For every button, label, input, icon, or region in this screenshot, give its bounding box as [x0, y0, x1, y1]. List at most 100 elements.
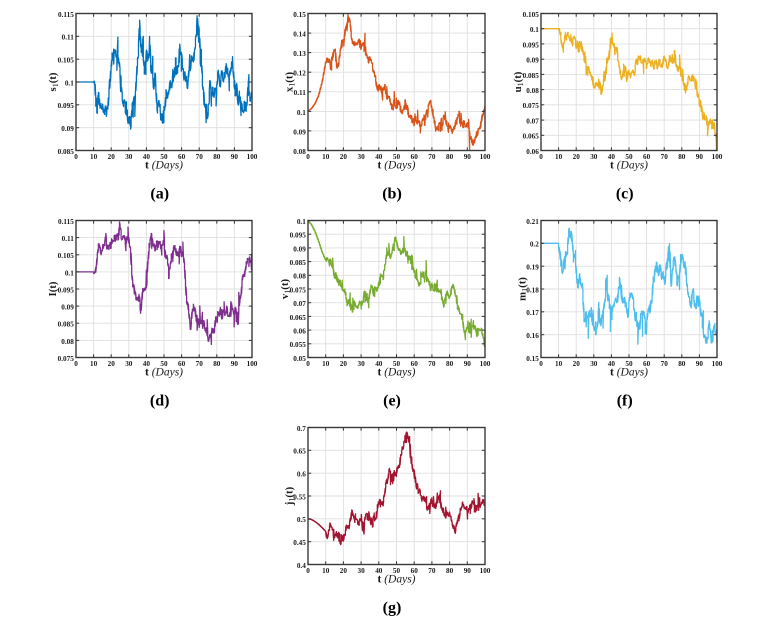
svg-text:0.055: 0.055	[290, 341, 307, 349]
svg-text:100: 100	[247, 360, 258, 368]
svg-text:30: 30	[590, 153, 598, 161]
svg-text:30: 30	[125, 153, 133, 161]
svg-text:0.1: 0.1	[297, 218, 306, 226]
svg-text:80: 80	[678, 153, 686, 161]
svg-text:0.09: 0.09	[61, 125, 74, 133]
svg-text:0.18: 0.18	[526, 286, 539, 294]
svg-text:0.105: 0.105	[523, 11, 540, 19]
svg-text:m1(t): m1(t)	[517, 277, 530, 301]
svg-text:t (Days): t (Days)	[610, 160, 648, 172]
svg-text:0.1: 0.1	[65, 79, 74, 87]
svg-text:0.085: 0.085	[58, 148, 75, 156]
svg-text:50: 50	[160, 153, 168, 161]
svg-text:0: 0	[539, 360, 543, 368]
svg-text:100: 100	[247, 153, 258, 161]
svg-text:40: 40	[608, 360, 616, 368]
svg-text:90: 90	[464, 567, 472, 575]
svg-text:v1(t): v1(t)	[279, 279, 292, 300]
svg-text:70: 70	[428, 567, 436, 575]
svg-text:70: 70	[196, 153, 204, 161]
svg-text:50: 50	[393, 153, 401, 161]
svg-text:0.08: 0.08	[293, 148, 306, 156]
svg-text:90: 90	[464, 153, 472, 161]
svg-text:0: 0	[306, 567, 310, 575]
svg-text:30: 30	[125, 360, 133, 368]
svg-text:0.095: 0.095	[58, 286, 75, 294]
svg-text:t (Days): t (Days)	[377, 574, 415, 586]
svg-text:0.09: 0.09	[61, 304, 74, 312]
svg-text:t (Days): t (Days)	[145, 367, 183, 379]
svg-text:20: 20	[573, 360, 581, 368]
svg-text:60: 60	[411, 360, 419, 368]
svg-text:0.1: 0.1	[530, 26, 539, 34]
svg-text:0.085: 0.085	[523, 72, 540, 80]
svg-text:20: 20	[573, 153, 581, 161]
svg-text:0.115: 0.115	[58, 11, 74, 19]
svg-text:0: 0	[74, 360, 78, 368]
svg-text:0.11: 0.11	[294, 89, 307, 97]
svg-text:0.16: 0.16	[526, 332, 539, 340]
svg-text:0.075: 0.075	[290, 286, 307, 294]
svg-text:40: 40	[375, 360, 383, 368]
svg-text:90: 90	[231, 360, 239, 368]
svg-text:60: 60	[643, 153, 651, 161]
svg-text:0.5: 0.5	[297, 516, 306, 524]
svg-text:100: 100	[480, 153, 491, 161]
svg-text:60: 60	[178, 153, 186, 161]
svg-text:0.1: 0.1	[65, 269, 74, 277]
svg-text:0.095: 0.095	[58, 102, 75, 110]
svg-text:(d): (d)	[150, 393, 170, 410]
svg-text:10: 10	[555, 360, 563, 368]
svg-text:0.65: 0.65	[293, 448, 306, 456]
svg-text:0.075: 0.075	[58, 355, 75, 363]
svg-text:0.08: 0.08	[526, 87, 539, 95]
svg-text:50: 50	[625, 153, 633, 161]
svg-text:40: 40	[375, 153, 383, 161]
svg-text:0: 0	[74, 153, 78, 161]
svg-text:10: 10	[555, 153, 563, 161]
svg-text:40: 40	[143, 153, 151, 161]
svg-text:80: 80	[446, 567, 454, 575]
svg-text:(b): (b)	[382, 186, 402, 203]
svg-text:10: 10	[322, 153, 330, 161]
svg-text:0.115: 0.115	[58, 218, 74, 226]
svg-text:0.6: 0.6	[297, 471, 306, 479]
svg-text:0.07: 0.07	[526, 118, 539, 126]
svg-text:80: 80	[446, 153, 454, 161]
svg-text:(f): (f)	[617, 393, 633, 410]
svg-text:30: 30	[358, 153, 366, 161]
svg-text:0.09: 0.09	[293, 128, 306, 136]
svg-text:60: 60	[411, 153, 419, 161]
svg-text:0.13: 0.13	[293, 50, 306, 58]
svg-text:0.085: 0.085	[58, 321, 75, 329]
svg-text:40: 40	[375, 567, 383, 575]
svg-text:70: 70	[196, 360, 204, 368]
svg-text:50: 50	[393, 567, 401, 575]
svg-text:j1(t): j1(t)	[284, 486, 297, 506]
svg-text:40: 40	[608, 153, 616, 161]
svg-text:30: 30	[358, 567, 366, 575]
svg-text:90: 90	[464, 360, 472, 368]
svg-text:x1(t): x1(t)	[284, 72, 297, 93]
svg-text:100: 100	[712, 360, 723, 368]
svg-text:0.55: 0.55	[293, 493, 306, 501]
svg-text:0.095: 0.095	[290, 232, 307, 240]
svg-text:t (Days): t (Days)	[145, 160, 183, 172]
svg-text:0.15: 0.15	[526, 355, 539, 363]
svg-text:I(t): I(t)	[47, 281, 59, 296]
svg-text:10: 10	[90, 360, 98, 368]
svg-text:0.085: 0.085	[290, 259, 307, 267]
svg-text:0.45: 0.45	[293, 539, 306, 547]
svg-text:90: 90	[231, 153, 239, 161]
svg-text:20: 20	[108, 153, 116, 161]
svg-text:s1(t): s1(t)	[47, 72, 60, 91]
svg-text:t (Days): t (Days)	[610, 367, 648, 379]
svg-text:0.05: 0.05	[293, 355, 306, 363]
svg-text:30: 30	[358, 360, 366, 368]
svg-text:10: 10	[322, 567, 330, 575]
svg-text:50: 50	[160, 360, 168, 368]
svg-text:0.095: 0.095	[523, 41, 540, 49]
svg-text:0.06: 0.06	[526, 148, 539, 156]
svg-text:0.07: 0.07	[293, 300, 306, 308]
svg-text:0.065: 0.065	[523, 133, 540, 141]
